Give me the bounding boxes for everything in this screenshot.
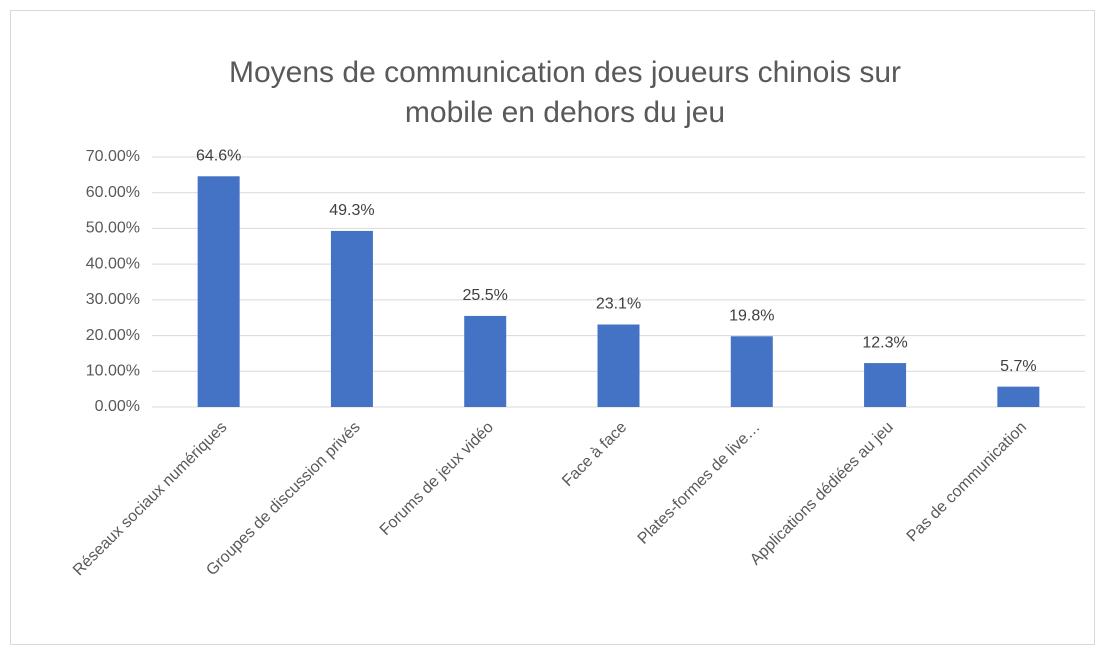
- value-label: 5.7%: [1000, 358, 1036, 375]
- y-tick-label: 50.00%: [86, 220, 140, 237]
- value-label: 25.5%: [463, 287, 508, 304]
- chart-title: Moyens de communication des joueurs chin…: [229, 56, 901, 89]
- bar: [997, 386, 1040, 407]
- value-label: 64.6%: [196, 148, 241, 165]
- value-label: 49.3%: [329, 202, 374, 219]
- y-tick-label: 60.00%: [86, 184, 140, 201]
- bar: [864, 363, 907, 407]
- chart-title: mobile en dehors du jeu: [405, 96, 725, 129]
- bar: [597, 324, 640, 407]
- value-label: 19.8%: [729, 308, 774, 325]
- chart-border: [10, 10, 1095, 645]
- bar: [197, 176, 240, 407]
- y-tick-label: 40.00%: [86, 255, 140, 272]
- value-label: 12.3%: [862, 334, 907, 351]
- bar: [464, 315, 507, 407]
- y-tick-label: 10.00%: [86, 363, 140, 380]
- bar: [730, 336, 773, 407]
- y-tick-label: 70.00%: [86, 148, 140, 165]
- y-tick-label: 20.00%: [86, 327, 140, 344]
- bar: [330, 230, 373, 407]
- y-tick-label: 0.00%: [95, 398, 140, 415]
- value-label: 23.1%: [596, 296, 641, 313]
- y-tick-label: 30.00%: [86, 291, 140, 308]
